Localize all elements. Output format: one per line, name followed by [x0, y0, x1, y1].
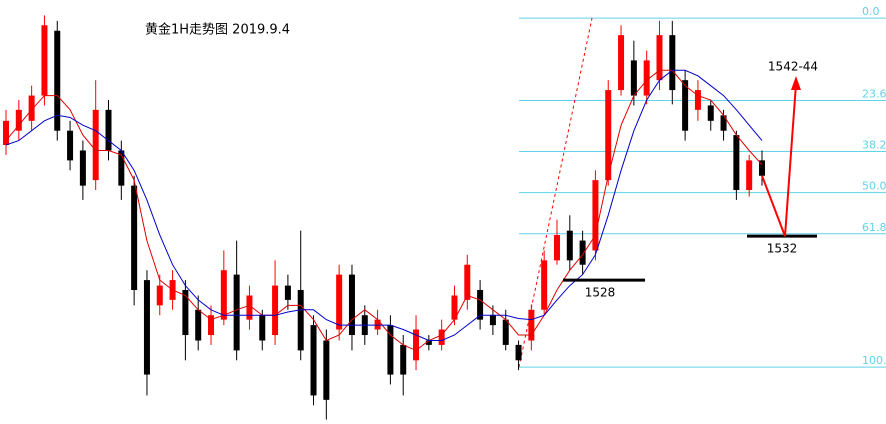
candle-body — [438, 329, 445, 345]
candle-body — [643, 60, 650, 96]
candle-body — [464, 264, 471, 300]
candle-body — [759, 160, 765, 176]
candle-body — [156, 285, 163, 306]
candle-body — [502, 319, 509, 345]
candle-body — [297, 289, 304, 351]
candle-body — [566, 230, 573, 261]
candle-body — [246, 295, 253, 320]
fib-label: 50.0 — [862, 180, 886, 193]
candle-body — [413, 329, 420, 361]
candle-body — [592, 180, 599, 251]
candle-body — [323, 340, 330, 400]
fib-label: 38.2 — [862, 138, 886, 151]
candle-body — [131, 185, 138, 290]
fib-label: 0.0 — [862, 5, 880, 18]
candle-body — [515, 344, 522, 361]
candle-body — [489, 315, 496, 326]
fib-label: 61.8 — [862, 221, 886, 234]
support-label: 1528 — [585, 286, 616, 300]
chart-title: 黄金1H走势图 2019.9.4 — [145, 22, 290, 38]
candle-body — [694, 90, 701, 110]
candle-body — [284, 285, 291, 300]
candle-body — [528, 309, 535, 341]
candle-body — [105, 109, 112, 151]
candle-body — [28, 95, 35, 121]
candle-body — [259, 315, 266, 341]
candle-body — [143, 280, 150, 375]
candle-body — [630, 60, 637, 96]
candle-body — [541, 260, 548, 310]
moving-average — [5, 69, 763, 351]
candle-body — [477, 289, 484, 320]
candle-body — [118, 150, 125, 186]
candle-body — [67, 130, 74, 161]
moving-average — [5, 69, 763, 341]
candle-body — [720, 115, 727, 131]
candle-body — [79, 150, 86, 186]
projection-arrow — [761, 83, 797, 237]
fib-label: 23.6 — [862, 88, 886, 101]
fib-label: 100.0 — [862, 354, 886, 367]
candle-body — [15, 109, 22, 131]
candle-body — [92, 109, 99, 181]
candle-body — [746, 160, 753, 191]
candle-body — [182, 289, 189, 336]
candle-body — [348, 274, 355, 336]
candle-body — [618, 35, 625, 91]
candle-body — [3, 120, 9, 145]
candle-body — [669, 35, 676, 91]
candle-body — [579, 240, 586, 265]
candle-body — [707, 105, 714, 121]
candle-body — [733, 135, 740, 191]
support-label: 1532 — [767, 242, 798, 256]
candle-body — [553, 235, 560, 261]
candle-body — [605, 90, 612, 181]
candle-body — [425, 340, 432, 345]
candle-body — [656, 35, 663, 81]
candle-body — [208, 315, 215, 336]
candle-body — [54, 30, 61, 131]
arrow-head — [791, 76, 801, 90]
candle-body — [682, 80, 689, 131]
candle-body — [336, 274, 343, 330]
candle-body — [272, 285, 279, 336]
candle-body — [310, 325, 317, 396]
candle-body — [220, 270, 227, 320]
candle-body — [400, 344, 407, 375]
candle-body — [233, 274, 240, 351]
candle-body — [374, 319, 381, 330]
candle-body — [387, 325, 394, 375]
candle-body — [451, 295, 458, 320]
candle-body — [195, 309, 202, 341]
target-label: 1542-44 — [768, 60, 818, 74]
candle-body — [41, 25, 48, 96]
